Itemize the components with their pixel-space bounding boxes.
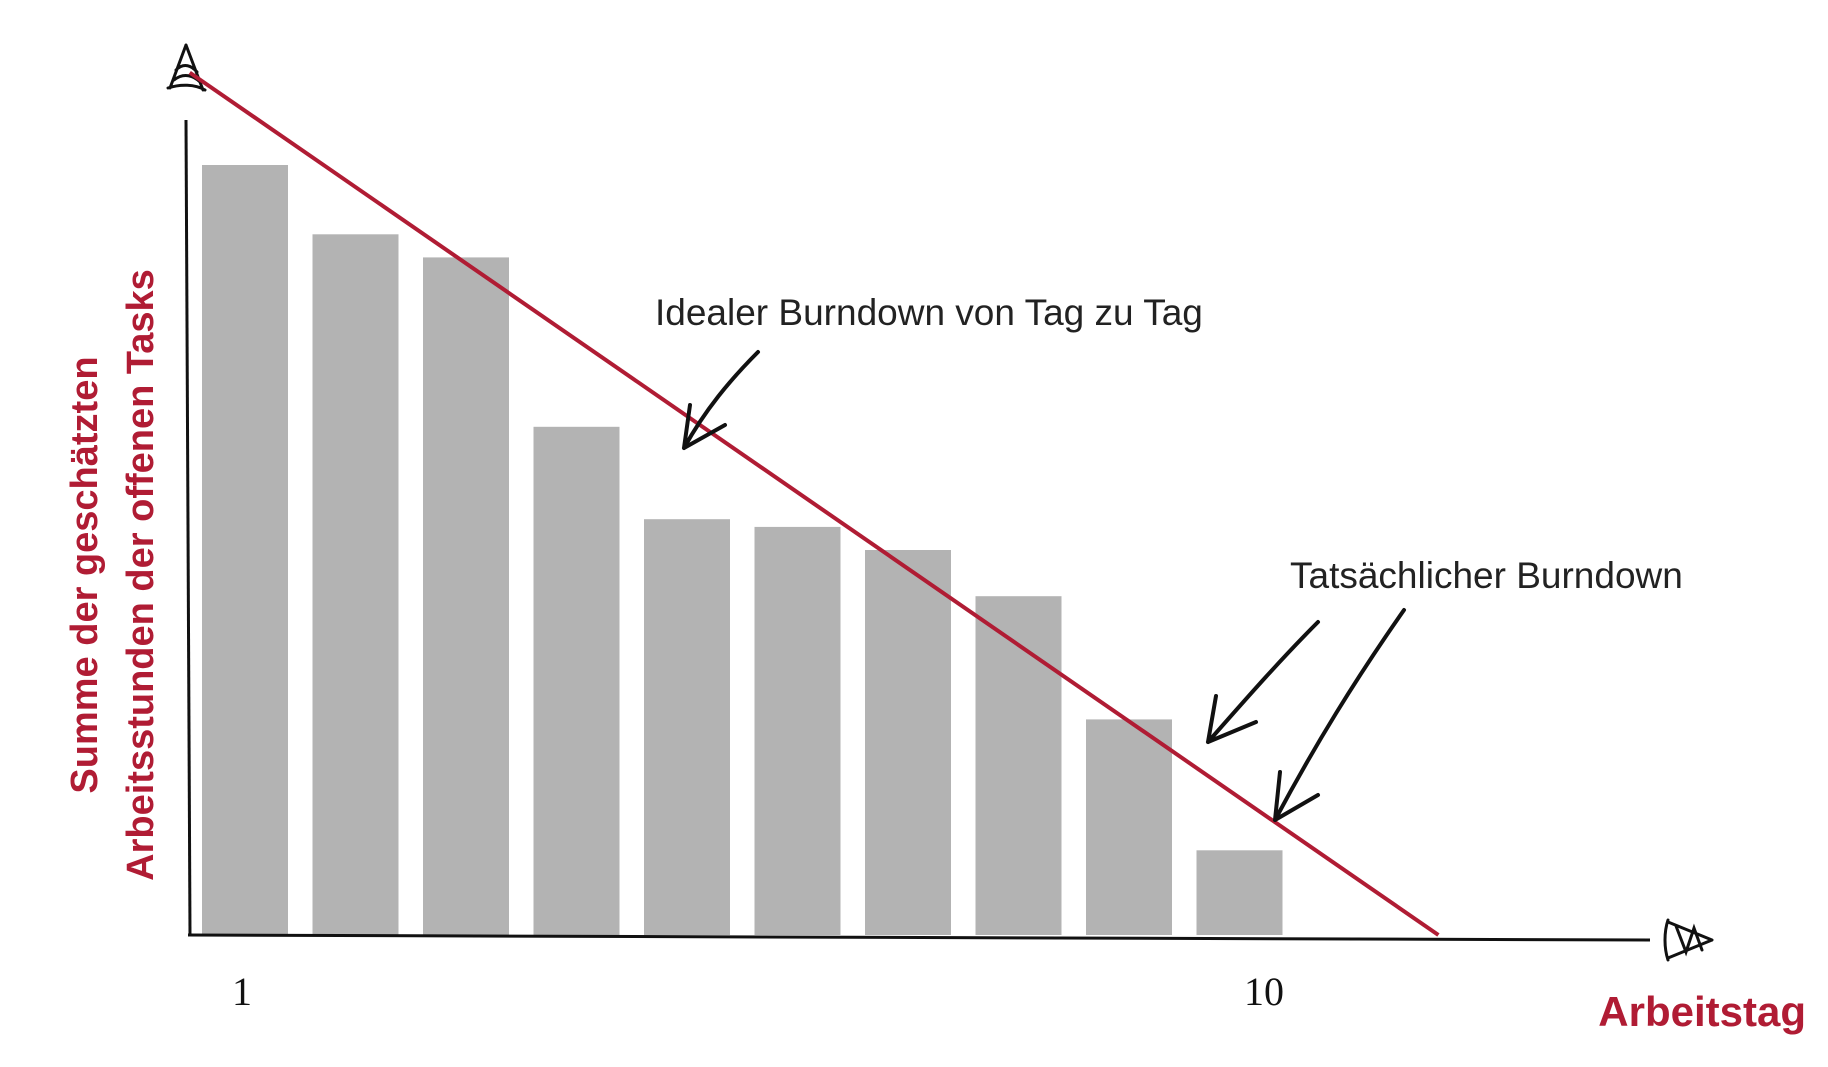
annotation-actual-burndown: Tatsächlicher Burndown: [1290, 555, 1683, 596]
bar-day-6: [754, 526, 841, 935]
bar-day-10: [1196, 850, 1283, 935]
y-axis: [184, 119, 192, 936]
x-axis: [187, 933, 1651, 942]
bar-day-8: [975, 596, 1062, 935]
x-tick-label-last: 10: [1244, 969, 1284, 1014]
x-axis-arrowhead: [1663, 918, 1714, 962]
y-axis-title-line1: Summe der geschätzten: [64, 356, 106, 794]
bar-day-7: [865, 550, 951, 935]
bar-day-4: [533, 426, 620, 935]
bar-day-5: [644, 519, 730, 935]
y-axis-arrowhead: [166, 43, 207, 92]
x-axis-title: Arbeitstag: [1598, 988, 1806, 1035]
arrow-actual-1: [1206, 620, 1320, 744]
arrow-ideal: [682, 350, 760, 450]
bar-day-1: [202, 165, 288, 935]
bar-day-3: [423, 257, 509, 935]
ideal-line-group: [188, 70, 1440, 937]
bar-day-2: [312, 234, 399, 936]
x-tick-label-first: 1: [232, 969, 252, 1014]
ideal-burndown-line: [188, 70, 1440, 937]
arrow-actual-2: [1273, 608, 1406, 822]
annotation-arrows: [682, 350, 1406, 822]
annotation-ideal-burndown: Idealer Burndown von Tag zu Tag: [655, 292, 1203, 333]
bars-group: [202, 165, 1283, 936]
y-axis-title-line2: Arbeitsstunden der offenen Tasks: [120, 269, 162, 881]
bar-day-9: [1086, 719, 1172, 935]
y-axis-title: Summe der geschätzten Arbeitsstunden der…: [57, 195, 169, 955]
